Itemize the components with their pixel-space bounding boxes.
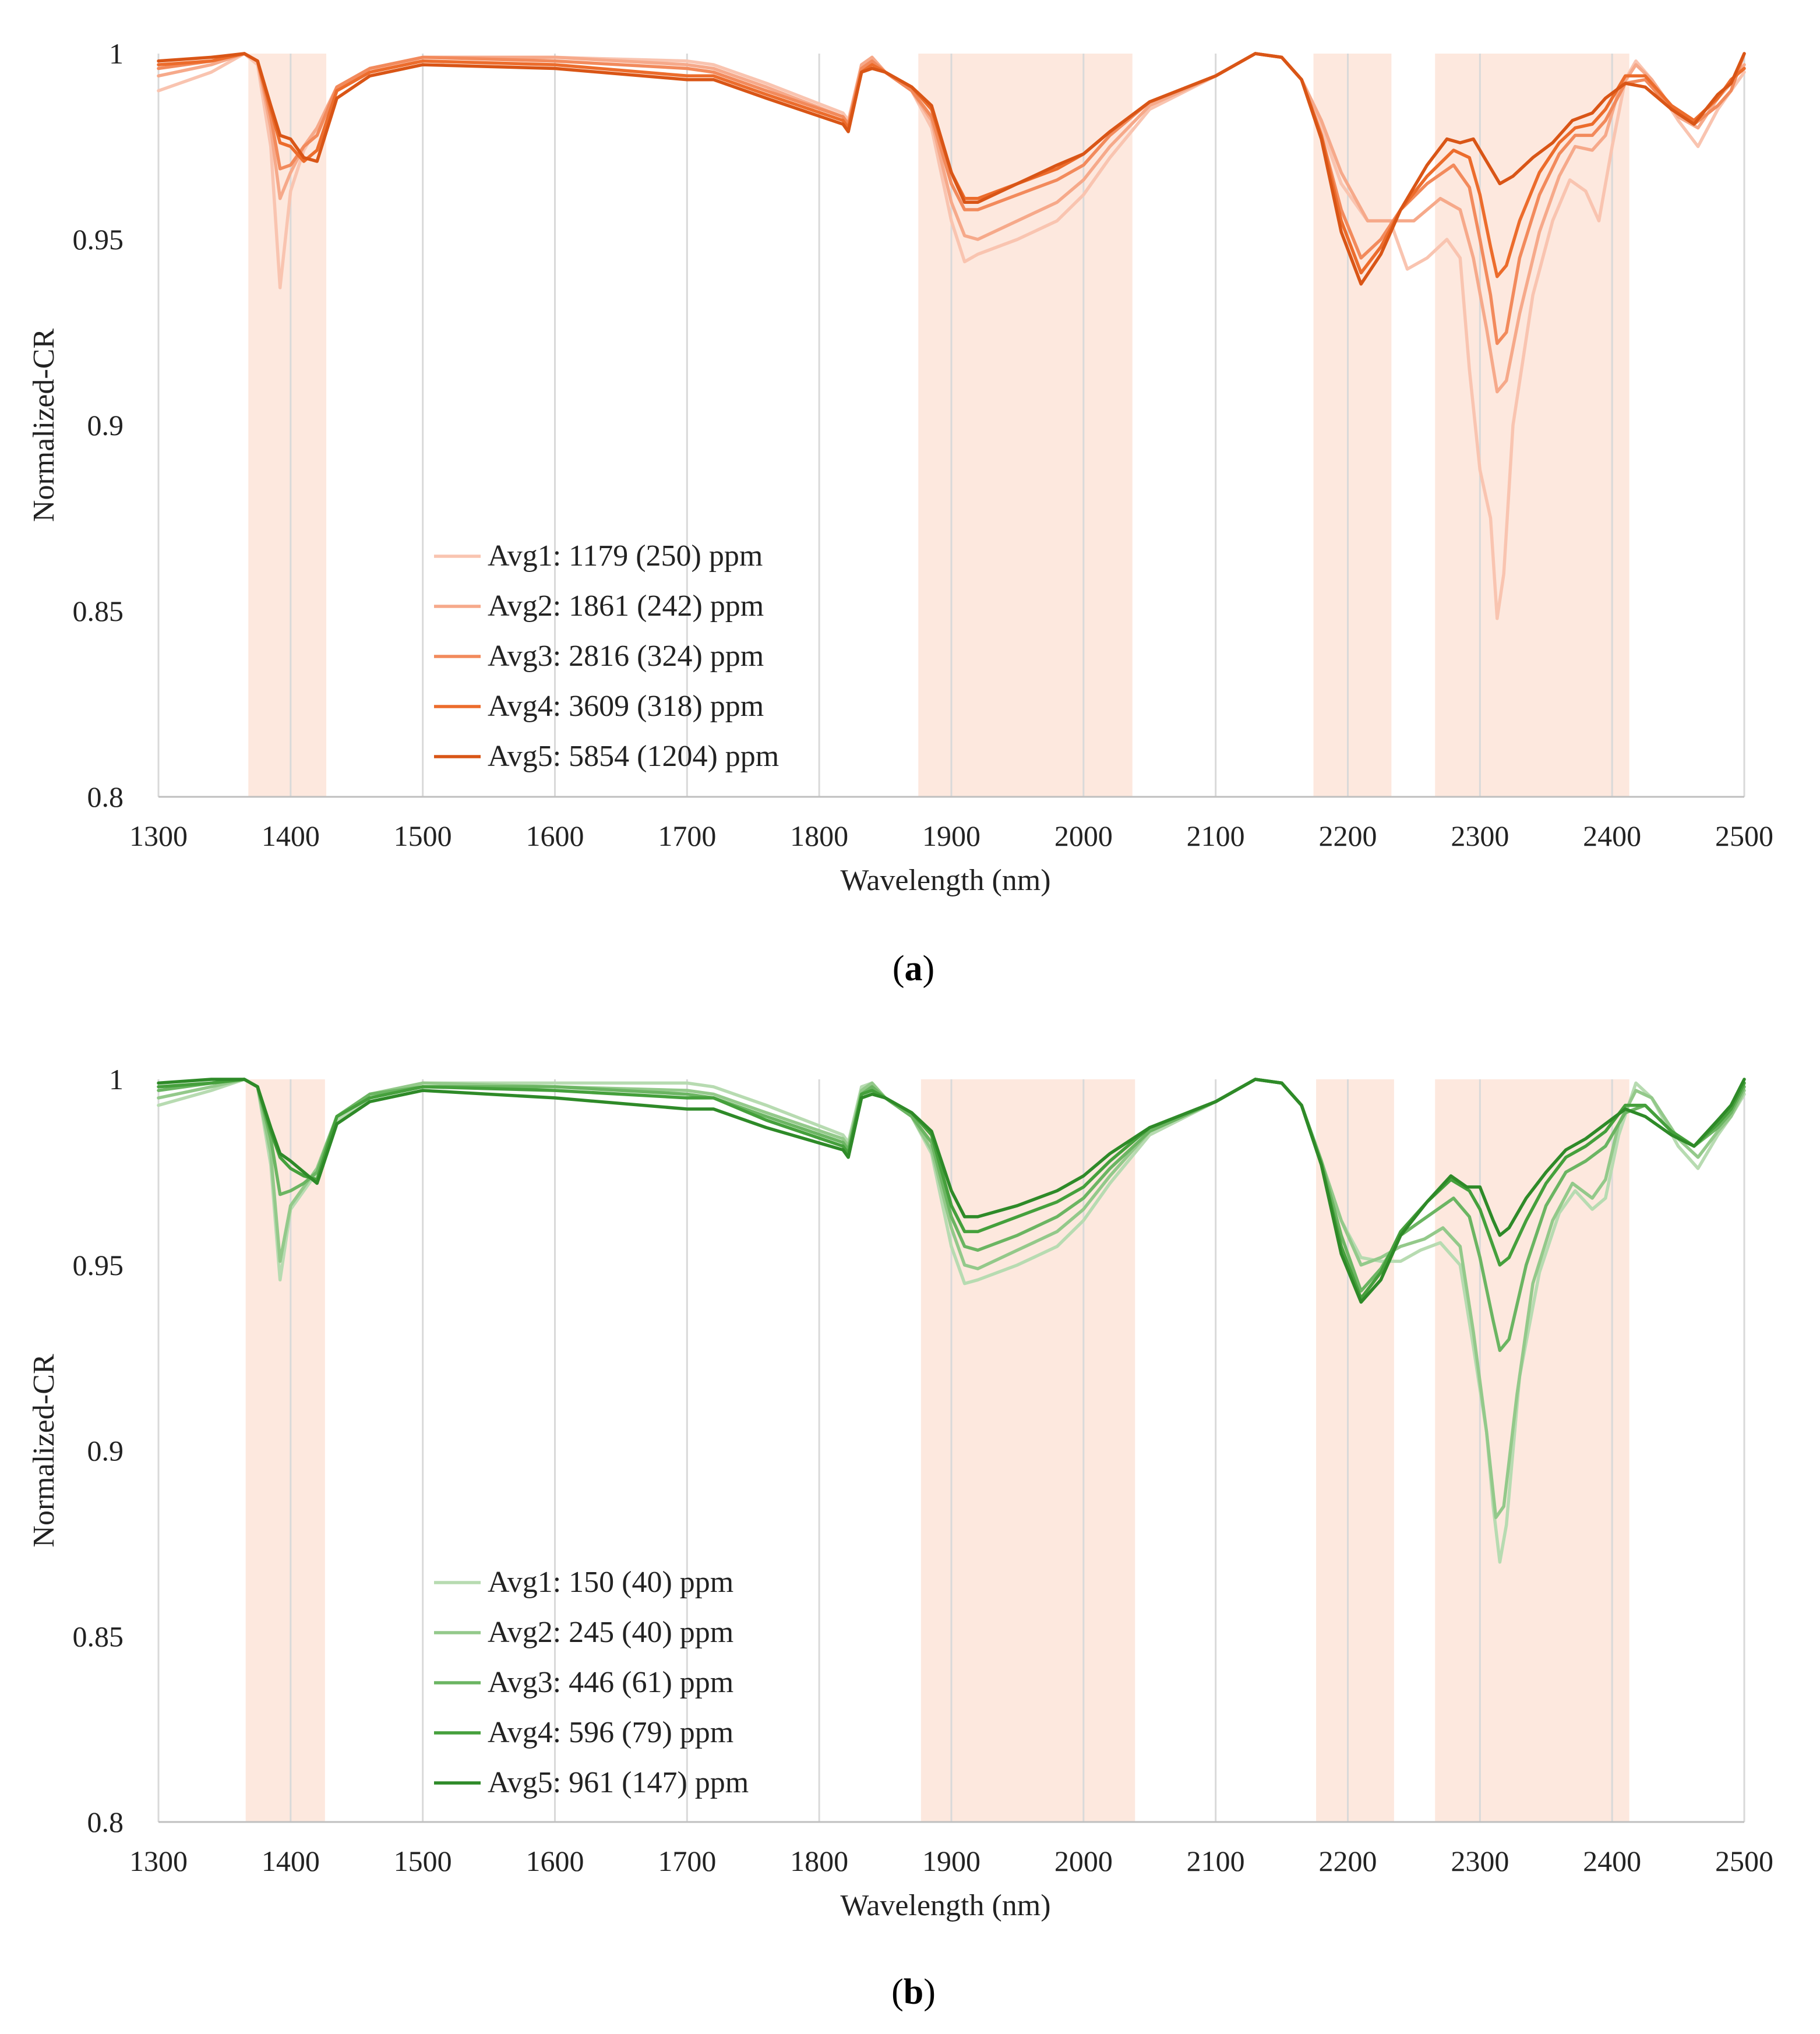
highlight-band-4 bbox=[1435, 54, 1629, 797]
x-tick-label: 1700 bbox=[658, 1845, 716, 1877]
x-tick-label: 2300 bbox=[1451, 1845, 1509, 1877]
x-tick-label: 1300 bbox=[129, 1845, 188, 1877]
legend-label-avg2: Avg2: 245 (40) ppm bbox=[488, 1616, 733, 1649]
x-tick-label: 2200 bbox=[1319, 1845, 1377, 1877]
panel-label-b: (b) bbox=[891, 1972, 936, 2012]
y-tick-label: 0.9 bbox=[87, 1435, 124, 1467]
y-tick-labels: 0.8 0.85 0.9 0.95 1 bbox=[73, 1063, 124, 1838]
y-axis-title: Normalized-CR bbox=[27, 1354, 61, 1547]
legend-label-avg4: Avg4: 3609 (318) ppm bbox=[488, 690, 764, 723]
series-line-avg4 bbox=[157, 1078, 1746, 1300]
x-tick-label: 2200 bbox=[1319, 820, 1377, 852]
x-tick-label: 2100 bbox=[1187, 1845, 1245, 1877]
x-tick-label: 1400 bbox=[262, 820, 320, 852]
y-tick-label: 0.8 bbox=[87, 781, 124, 813]
x-tick-label: 1900 bbox=[922, 820, 980, 852]
legend-label-avg5: Avg5: 961 (147) ppm bbox=[488, 1766, 749, 1799]
panel-label-b-letter: b bbox=[904, 1972, 923, 2012]
legend-label-avg3: Avg3: 446 (61) ppm bbox=[488, 1666, 733, 1699]
x-tick-labels: 1300 1400 1500 1600 1700 1800 1900 2000 2100 2200… bbox=[129, 1845, 1773, 1877]
x-tick-label: 2400 bbox=[1583, 1845, 1641, 1877]
y-tick-label: 0.85 bbox=[73, 1620, 124, 1652]
y-tick-label: 0.8 bbox=[87, 1806, 124, 1838]
x-axis-title: Wavelength (nm) bbox=[840, 1889, 1050, 1922]
legend-label-avg1: Avg1: 1179 (250) ppm bbox=[488, 539, 763, 573]
legend-label-avg3: Avg3: 2816 (324) ppm bbox=[488, 640, 764, 673]
chart-panel-a: 1300 1400 1500 1600 1700 1800 1900 2000 2100 2200… bbox=[27, 37, 1773, 988]
series-lines bbox=[157, 52, 1746, 620]
legend-label-avg2: Avg2: 1861 (242) ppm bbox=[488, 589, 764, 623]
legend: Avg1: 150 (40) ppm Avg2: 245 (40) ppm Avg3… bbox=[434, 1566, 749, 1799]
x-tick-label: 1300 bbox=[129, 820, 188, 852]
x-tick-label: 2100 bbox=[1187, 820, 1245, 852]
vertical-gridlines bbox=[157, 54, 1745, 797]
y-tick-labels: 0.8 0.85 0.9 0.95 1 bbox=[73, 37, 124, 813]
x-tick-label: 1400 bbox=[262, 1845, 320, 1877]
y-tick-label: 1 bbox=[109, 1063, 124, 1096]
x-tick-label: 1700 bbox=[658, 820, 716, 852]
x-tick-label: 2000 bbox=[1054, 1845, 1113, 1877]
x-tick-label: 2500 bbox=[1715, 820, 1773, 852]
y-tick-label: 0.9 bbox=[87, 409, 124, 442]
x-tick-label: 1800 bbox=[790, 820, 848, 852]
x-tick-label: 2300 bbox=[1451, 820, 1509, 852]
x-tick-label: 2400 bbox=[1583, 820, 1641, 852]
x-tick-label: 1500 bbox=[394, 1845, 452, 1877]
legend-label-avg5: Avg5: 5854 (1204) ppm bbox=[488, 740, 779, 773]
y-tick-label: 0.95 bbox=[73, 1249, 124, 1281]
panel-label-a: (a) bbox=[893, 949, 934, 988]
series-line-avg5 bbox=[157, 1078, 1746, 1304]
legend: Avg1: 1179 (250) ppm Avg2: 1861 (242) ppm… bbox=[434, 539, 779, 773]
highlight-bands bbox=[245, 1079, 1629, 1822]
panel-label-a-letter: a bbox=[905, 949, 923, 988]
y-tick-label: 0.95 bbox=[73, 223, 124, 256]
x-tick-label: 2500 bbox=[1715, 1845, 1773, 1877]
legend-label-avg4: Avg4: 596 (79) ppm bbox=[488, 1716, 733, 1749]
x-tick-label: 1800 bbox=[790, 1845, 848, 1877]
x-tick-label: 2000 bbox=[1054, 820, 1113, 852]
chart-panel-b: 1300 1400 1500 1600 1700 1800 1900 2000 2100 2200… bbox=[27, 1063, 1773, 2012]
vertical-gridlines bbox=[157, 1079, 1745, 1822]
x-tick-label: 1600 bbox=[526, 1845, 584, 1877]
series-lines bbox=[157, 1078, 1746, 1564]
y-tick-label: 0.85 bbox=[73, 595, 124, 627]
x-tick-labels: 1300 1400 1500 1600 1700 1800 1900 2000 2100 2200… bbox=[129, 820, 1773, 852]
series-line-avg3 bbox=[157, 1078, 1746, 1353]
y-axis-title: Normalized-CR bbox=[27, 329, 61, 522]
x-tick-label: 1600 bbox=[526, 820, 584, 852]
series-line-avg5 bbox=[157, 52, 1746, 286]
highlight-band-4 bbox=[1435, 1079, 1629, 1822]
highlight-band-3 bbox=[1313, 54, 1392, 797]
legend-label-avg1: Avg1: 150 (40) ppm bbox=[488, 1566, 733, 1599]
y-tick-label: 1 bbox=[109, 37, 124, 70]
x-tick-label: 1500 bbox=[394, 820, 452, 852]
highlight-band-1 bbox=[245, 1079, 325, 1822]
x-tick-label: 1900 bbox=[922, 1845, 980, 1877]
x-axis-title: Wavelength (nm) bbox=[840, 864, 1050, 897]
